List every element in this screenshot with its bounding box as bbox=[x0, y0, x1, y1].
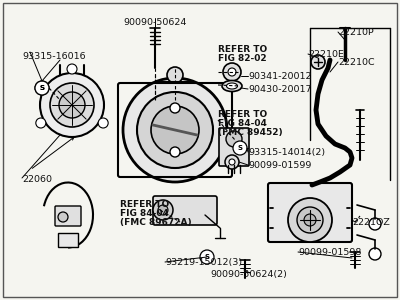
Text: 22210P: 22210P bbox=[338, 28, 374, 37]
Circle shape bbox=[36, 118, 46, 128]
Circle shape bbox=[40, 73, 104, 137]
Text: 90099-01599: 90099-01599 bbox=[248, 161, 311, 170]
Text: S: S bbox=[40, 85, 44, 91]
Text: 90090-50624(2): 90090-50624(2) bbox=[210, 270, 287, 279]
Text: S: S bbox=[40, 85, 44, 91]
Text: (FMC 89672A): (FMC 89672A) bbox=[120, 218, 192, 227]
FancyBboxPatch shape bbox=[55, 206, 81, 226]
Circle shape bbox=[297, 207, 323, 233]
Circle shape bbox=[35, 81, 49, 95]
Text: 93315-16016: 93315-16016 bbox=[22, 52, 86, 61]
Circle shape bbox=[151, 106, 199, 154]
Circle shape bbox=[304, 214, 316, 226]
Text: REFER TO: REFER TO bbox=[218, 110, 267, 119]
Circle shape bbox=[233, 141, 247, 155]
Circle shape bbox=[225, 155, 239, 169]
Circle shape bbox=[167, 67, 183, 83]
Circle shape bbox=[369, 218, 381, 230]
Circle shape bbox=[228, 68, 236, 76]
Text: 2221OZ: 2221OZ bbox=[352, 218, 390, 227]
Circle shape bbox=[226, 131, 242, 147]
Circle shape bbox=[98, 118, 108, 128]
Text: 22210C: 22210C bbox=[338, 58, 375, 67]
Circle shape bbox=[170, 103, 180, 113]
Text: (FMC 89452): (FMC 89452) bbox=[218, 128, 283, 137]
Circle shape bbox=[229, 159, 235, 165]
Text: FIG 82-02: FIG 82-02 bbox=[218, 54, 267, 63]
Circle shape bbox=[58, 212, 68, 222]
Bar bbox=[58, 233, 78, 247]
Text: 22210E: 22210E bbox=[308, 50, 344, 59]
Circle shape bbox=[311, 55, 325, 69]
Circle shape bbox=[369, 248, 381, 260]
Circle shape bbox=[223, 63, 241, 81]
Text: 90430-20017: 90430-20017 bbox=[248, 85, 312, 94]
Circle shape bbox=[59, 92, 85, 118]
Circle shape bbox=[288, 198, 332, 242]
Circle shape bbox=[137, 92, 213, 168]
Text: S: S bbox=[204, 254, 210, 260]
Circle shape bbox=[123, 78, 227, 182]
Circle shape bbox=[170, 147, 180, 157]
FancyBboxPatch shape bbox=[219, 128, 249, 166]
FancyBboxPatch shape bbox=[153, 196, 217, 225]
Text: 90341-20012: 90341-20012 bbox=[248, 72, 312, 81]
Circle shape bbox=[153, 200, 173, 220]
Text: 93219-15012(3): 93219-15012(3) bbox=[165, 258, 242, 267]
Text: 22060: 22060 bbox=[22, 175, 52, 184]
Ellipse shape bbox=[222, 80, 242, 92]
FancyBboxPatch shape bbox=[268, 183, 352, 242]
Circle shape bbox=[158, 205, 168, 215]
Circle shape bbox=[35, 81, 49, 95]
Text: 90099-01598: 90099-01598 bbox=[298, 248, 361, 257]
Text: REFER TO: REFER TO bbox=[218, 45, 267, 54]
Text: FIG 84-04: FIG 84-04 bbox=[218, 119, 267, 128]
Text: 93315-14014(2): 93315-14014(2) bbox=[248, 148, 325, 157]
Text: REFER TO: REFER TO bbox=[120, 200, 169, 209]
Circle shape bbox=[67, 64, 77, 74]
Text: S: S bbox=[238, 145, 242, 151]
Text: FIG 84-04: FIG 84-04 bbox=[120, 209, 169, 218]
Circle shape bbox=[50, 83, 94, 127]
Circle shape bbox=[200, 250, 214, 264]
Text: 90090-50624: 90090-50624 bbox=[123, 18, 187, 27]
Ellipse shape bbox=[226, 83, 238, 89]
